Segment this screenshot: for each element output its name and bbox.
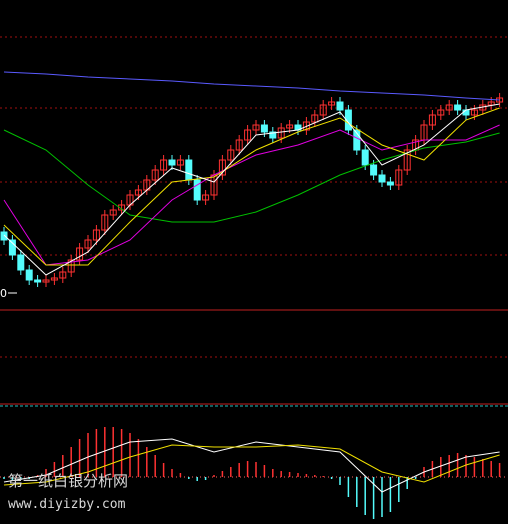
indicator-line [3, 103, 500, 276]
indicator-line [3, 129, 500, 223]
candle-body [286, 124, 294, 129]
plot [0, 71, 504, 519]
candle-body [462, 109, 470, 116]
candle-body [386, 181, 394, 186]
candle-body [118, 204, 126, 211]
candle-body [361, 149, 369, 166]
candle-body [76, 247, 84, 261]
candle-body [252, 124, 260, 131]
candle-body [218, 159, 226, 176]
indicator-line [3, 444, 500, 486]
candle-body [17, 254, 25, 271]
candle-body [269, 131, 277, 139]
candle-body [109, 209, 117, 216]
candle-body [319, 104, 327, 116]
indicator-line [3, 438, 500, 493]
candle-body [353, 129, 361, 151]
candle-body [50, 277, 58, 281]
candle-body [311, 114, 319, 123]
candle-body [202, 194, 210, 201]
candle-body [227, 149, 235, 161]
candle-body [235, 139, 243, 151]
candle-body [0, 231, 8, 241]
candle-body [151, 169, 159, 181]
indicator-line [3, 71, 500, 101]
candle-body [59, 271, 67, 279]
candle-body [437, 109, 445, 116]
candle-body [176, 159, 184, 166]
watermark: 第一纸白银分析网 [8, 472, 128, 490]
candle-body [34, 279, 42, 283]
watermark: www.diyizby.com [8, 497, 126, 512]
grid [0, 36, 508, 358]
candle-body [454, 104, 462, 111]
candle-body [378, 174, 386, 183]
candle-body [168, 159, 176, 166]
candle-body [328, 101, 336, 106]
indicator-line [3, 107, 500, 266]
candle-body [8, 239, 16, 256]
candle-body [470, 109, 478, 116]
annotation: 0 [0, 287, 7, 300]
candle-body [403, 149, 411, 171]
candle-body [101, 214, 109, 231]
candle-body [193, 179, 201, 201]
candle-body [302, 121, 310, 131]
candle-body [160, 159, 168, 171]
candle-body [260, 124, 268, 133]
candle-body [445, 104, 453, 111]
candle-body [277, 127, 285, 139]
candle-body [92, 229, 100, 241]
candle-body [67, 259, 75, 273]
candle-body [370, 164, 378, 176]
candle-body [428, 114, 436, 126]
candle-body [344, 109, 352, 131]
candle-body [185, 159, 193, 181]
candle-body [244, 129, 252, 141]
indicator-line [3, 124, 500, 266]
candle-body [395, 169, 403, 186]
candle-body [42, 279, 50, 283]
candle-body [336, 101, 344, 111]
candle-body [134, 189, 142, 196]
candle-body [25, 269, 33, 281]
candle-body [84, 239, 92, 249]
